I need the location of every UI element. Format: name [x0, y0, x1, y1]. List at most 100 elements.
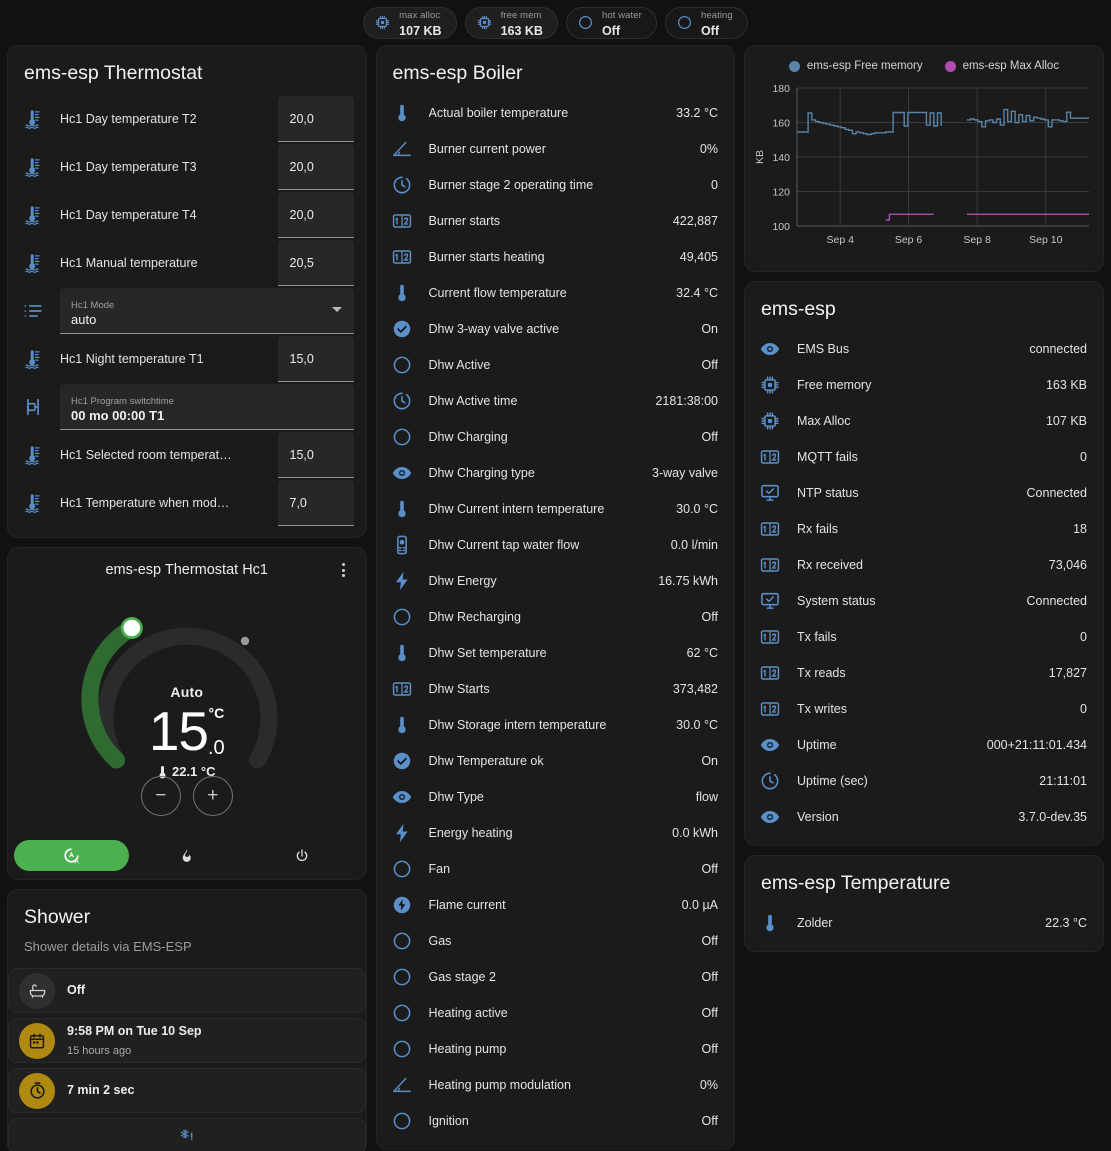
thermostat-text-row: Hc1 Program switchtime 00 mo 00:00 T1 [8, 383, 366, 431]
entity-row[interactable]: Dhw Active time 2181:38:00 [377, 383, 735, 419]
chart-legend-item[interactable]: ems-esp Max Alloc [944, 60, 1059, 72]
circle-icon [393, 356, 410, 374]
entity-row[interactable]: Burner starts 422,887 [377, 203, 735, 239]
thermostat-number-input[interactable]: 20,0 [277, 192, 354, 238]
entity-row[interactable]: Fan Off [377, 851, 735, 887]
flash-circle-icon [391, 894, 413, 916]
y-tick-label: 180 [772, 83, 790, 95]
status-chip[interactable]: free mem 163 KB [464, 6, 558, 39]
entity-row[interactable]: Tx writes 0 [745, 691, 1103, 727]
shower-row[interactable]: Off [8, 968, 366, 1013]
shower-footer-row[interactable] [8, 1118, 366, 1151]
counter-icon [391, 678, 413, 700]
shower-row[interactable]: 9:58 PM on Tue 10 Sep 15 hours ago [8, 1018, 366, 1063]
entity-row[interactable]: Dhw Temperature ok On [377, 743, 735, 779]
entity-row[interactable]: Burner starts heating 49,405 [377, 239, 735, 275]
switchtime-field[interactable]: Hc1 Program switchtime 00 mo 00:00 T1 [60, 384, 354, 430]
thermometer-icon [391, 102, 413, 124]
entity-row[interactable]: Dhw 3-way valve active On [377, 311, 735, 347]
entity-row[interactable]: Burner stage 2 operating time 0 [377, 167, 735, 203]
entity-row[interactable]: Current flow temperature 32.4 °C [377, 275, 735, 311]
thermostat-number-input[interactable]: 20,0 [277, 144, 354, 190]
entity-value: 0 [1080, 630, 1087, 644]
mode-off-button[interactable] [244, 840, 359, 871]
shower-row[interactable]: 7 min 2 sec [8, 1068, 366, 1113]
entity-row[interactable]: Heating active Off [377, 995, 735, 1031]
entity-row[interactable]: Dhw Type flow [377, 779, 735, 815]
thermostat-number-row: Hc1 Night temperature T1 15,0 [8, 335, 366, 383]
entity-label: Tx reads [797, 666, 846, 680]
temperature-dial[interactable] [67, 582, 307, 782]
entity-row[interactable]: MQTT fails 0 [745, 439, 1103, 475]
entity-row[interactable]: Rx received 73,046 [745, 547, 1103, 583]
counter-icon [392, 214, 411, 228]
entity-row[interactable]: Actual boiler temperature 33.2 °C [377, 95, 735, 131]
entity-value: 32.4 °C [676, 286, 718, 300]
entity-row[interactable]: Dhw Recharging Off [377, 599, 735, 635]
entity-row[interactable]: Dhw Energy 16.75 kWh [377, 563, 735, 599]
entity-row[interactable]: Gas stage 2 Off [377, 959, 735, 995]
boiler-rows: Actual boiler temperature 33.2 °C Burner … [377, 95, 735, 1139]
status-chip[interactable]: max alloc 107 KB [363, 6, 457, 39]
dial-wrap: Auto 15 °C .0 [8, 580, 366, 835]
chart-plot[interactable]: 100 120 140 160 180 Sep 4 Sep 6 Sep 8 Sep 10 KB [745, 76, 1103, 271]
thermometer-lines-icon [22, 444, 44, 466]
entity-label: Ignition [428, 1114, 469, 1128]
entity-row[interactable]: Flame current 0.0 µA [377, 887, 735, 923]
card-title: ems-esp Boiler [392, 62, 523, 84]
mode-auto-button[interactable]: A [14, 840, 130, 871]
entity-row[interactable]: Dhw Set temperature 62 °C [377, 635, 735, 671]
entity-row[interactable]: Gas Off [377, 923, 735, 959]
legend-color-dot [788, 60, 800, 72]
kebab-menu-icon[interactable] [336, 562, 352, 578]
entity-row[interactable]: Rx fails 18 [745, 511, 1103, 547]
chevron-down-icon[interactable] [331, 307, 342, 312]
chart-legend-item[interactable]: ems-esp Free memory [788, 60, 923, 72]
entity-row[interactable]: Uptime 000+21:11:01.434 [745, 727, 1103, 763]
entity-label: Uptime (sec) [797, 774, 868, 788]
entity-row[interactable]: NTP status Connected [745, 475, 1103, 511]
entity-row[interactable]: Burner current power 0% [377, 131, 735, 167]
entity-row[interactable]: Free memory 163 KB [745, 367, 1103, 403]
entity-row[interactable]: Ignition Off [377, 1103, 735, 1139]
entity-row[interactable]: Energy heating 0.0 kWh [377, 815, 735, 851]
entity-row[interactable]: Heating pump Off [377, 1031, 735, 1067]
entity-row[interactable]: Uptime (sec) 21:11:01 [745, 763, 1103, 799]
status-chip[interactable]: hot water Off [565, 6, 657, 39]
entity-row[interactable]: Dhw Storage intern temperature 30.0 °C [377, 707, 735, 743]
entity-row[interactable]: Dhw Active Off [377, 347, 735, 383]
thermostat-number-input[interactable]: 15,0 [277, 336, 354, 382]
entity-row[interactable]: Dhw Current intern temperature 30.0 °C [377, 491, 735, 527]
counter-icon [760, 522, 780, 536]
thermostat-number-input[interactable]: 15,0 [277, 432, 354, 478]
entity-row[interactable]: Dhw Starts 373,482 [377, 671, 735, 707]
chip-icon [477, 15, 491, 30]
thermostat-number-input[interactable]: 20,0 [277, 96, 354, 142]
column-middle: ems-esp Boiler Actual boiler temperature… [375, 45, 735, 1150]
memory-chart[interactable]: 100 120 140 160 180 Sep 4 Sep 6 Sep 8 Sep 10 KB [749, 78, 1097, 258]
emsesp-rows: EMS Bus connected Free memory 163 KB Max A… [745, 331, 1103, 835]
entity-row[interactable]: Max Alloc 107 KB [745, 403, 1103, 439]
entity-row[interactable]: Tx reads 17,827 [745, 655, 1103, 691]
thermometer-lines-icon [22, 348, 44, 370]
entity-row[interactable]: System status Connected [745, 583, 1103, 619]
entity-row[interactable]: Zolder 22.3 °C [745, 905, 1103, 941]
entity-row[interactable]: Dhw Charging Off [377, 419, 735, 455]
mode-select[interactable]: Hc1 Mode auto [60, 288, 354, 334]
entity-row[interactable]: EMS Bus connected [745, 331, 1103, 367]
emsesp-diagnostics-card: ems-esp EMS Bus connected Free memory 163 … [744, 281, 1104, 846]
y-tick-label: 120 [772, 187, 790, 199]
monitor-check-icon [759, 590, 781, 612]
thermostat-number-input[interactable]: 7,0 [277, 480, 354, 526]
thermostat-number-input[interactable]: 20,5 [277, 240, 354, 286]
entity-row[interactable]: Dhw Current tap water flow 0.0 l/min [377, 527, 735, 563]
thermostat-row-label: Hc1 Night temperature T1 [60, 352, 204, 366]
increase-temperature-button[interactable]: + [192, 776, 233, 816]
entity-row[interactable]: Dhw Charging type 3-way valve [377, 455, 735, 491]
entity-row[interactable]: Heating pump modulation 0% [377, 1067, 735, 1103]
entity-row[interactable]: Version 3.7.0-dev.35 [745, 799, 1103, 835]
status-chip[interactable]: heating Off [664, 6, 748, 39]
mode-heat-button[interactable] [129, 840, 244, 871]
decrease-temperature-button[interactable]: − [140, 776, 181, 816]
entity-row[interactable]: Tx fails 0 [745, 619, 1103, 655]
